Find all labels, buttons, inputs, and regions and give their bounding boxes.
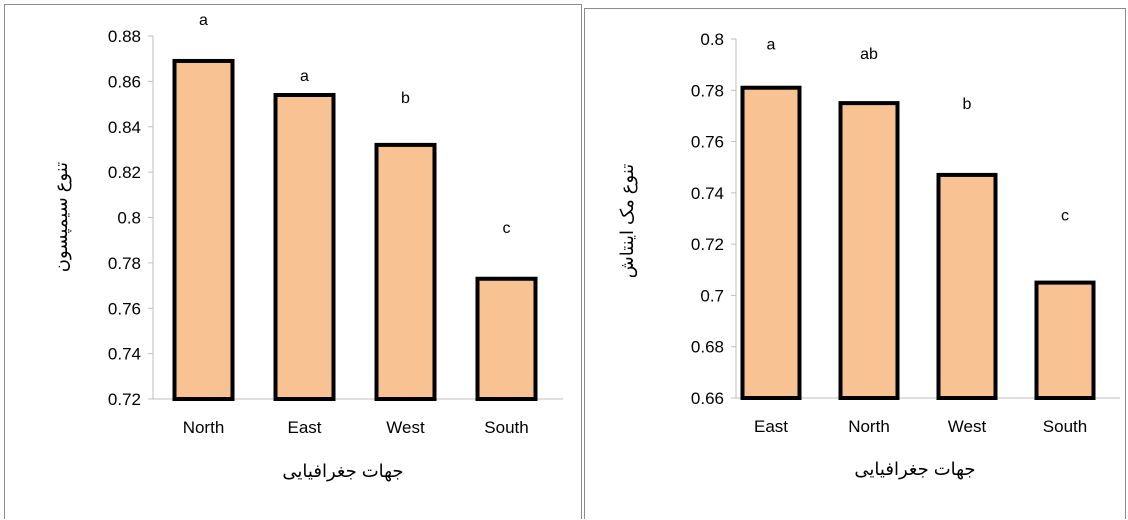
bar-east <box>273 92 336 402</box>
y-tick-label: 0.78 <box>691 81 724 100</box>
y-tick-label: 0.74 <box>108 345 141 364</box>
y-axis-title: تنوع مک اینتاش <box>617 164 638 279</box>
y-tick-label: 0.7 <box>700 286 724 305</box>
y-tick-label: 0.72 <box>108 390 141 409</box>
y-tick-label: 0.8 <box>117 209 141 228</box>
y-tick-label: 0.76 <box>691 133 724 152</box>
significance-label: b <box>963 96 972 113</box>
significance-label: a <box>300 68 309 85</box>
bar-east <box>740 85 802 400</box>
mcintosh-bar-chart: 0.66 0.68 0.7 0.72 0.74 0.76 0.78 0.8 East a North… <box>617 30 1120 480</box>
significance-label: ab <box>860 46 878 63</box>
significance-label: c <box>503 220 511 237</box>
bar-west <box>936 172 998 400</box>
x-tick-label: North <box>848 417 890 436</box>
y-tick-label: 0.66 <box>691 389 724 408</box>
y-tick-label: 0.84 <box>108 118 141 137</box>
x-axis-title: جهات جغرافیایی <box>282 461 403 482</box>
x-tick-label: East <box>754 417 788 436</box>
x-tick-label: North <box>183 418 225 437</box>
y-tick-label: 0.74 <box>691 184 724 203</box>
y-tick-label: 0.8 <box>700 30 724 49</box>
significance-label: c <box>1061 208 1069 225</box>
bar-south <box>1034 280 1096 401</box>
bar-west <box>374 142 437 401</box>
y-tick-label: 0.82 <box>108 163 141 182</box>
x-tick-label: West <box>386 418 425 437</box>
bar-north <box>172 58 235 402</box>
y-tick-label: 0.76 <box>108 299 141 318</box>
significance-label: a <box>767 37 776 54</box>
x-tick-label: East <box>287 418 321 437</box>
y-tick-label: 0.68 <box>691 338 724 357</box>
x-tick-label: West <box>948 417 987 436</box>
y-tick-label: 0.88 <box>108 27 141 46</box>
chart-panel-simpson: 0.72 0.74 0.76 0.78 0.8 0.82 0.84 0.86 0.88 North… <box>4 4 582 519</box>
y-tick-label: 0.86 <box>108 72 141 91</box>
chart-panel-mcintosh: 0.66 0.68 0.7 0.72 0.74 0.76 0.78 0.8 East a North… <box>584 8 1126 519</box>
x-tick-label: South <box>484 418 528 437</box>
y-axis-title: تنوع سیمپسون <box>51 162 72 272</box>
significance-label: a <box>199 12 208 29</box>
simpson-bar-chart: 0.72 0.74 0.76 0.78 0.8 0.82 0.84 0.86 0.88 North… <box>51 12 563 482</box>
significance-label: b <box>401 90 410 107</box>
x-axis-title: جهات جغرافیایی <box>854 459 975 480</box>
y-tick-label: 0.72 <box>691 235 724 254</box>
y-tick-label: 0.78 <box>108 254 141 273</box>
bar-north <box>838 101 900 400</box>
bar-south <box>475 276 538 402</box>
x-tick-label: South <box>1043 417 1087 436</box>
